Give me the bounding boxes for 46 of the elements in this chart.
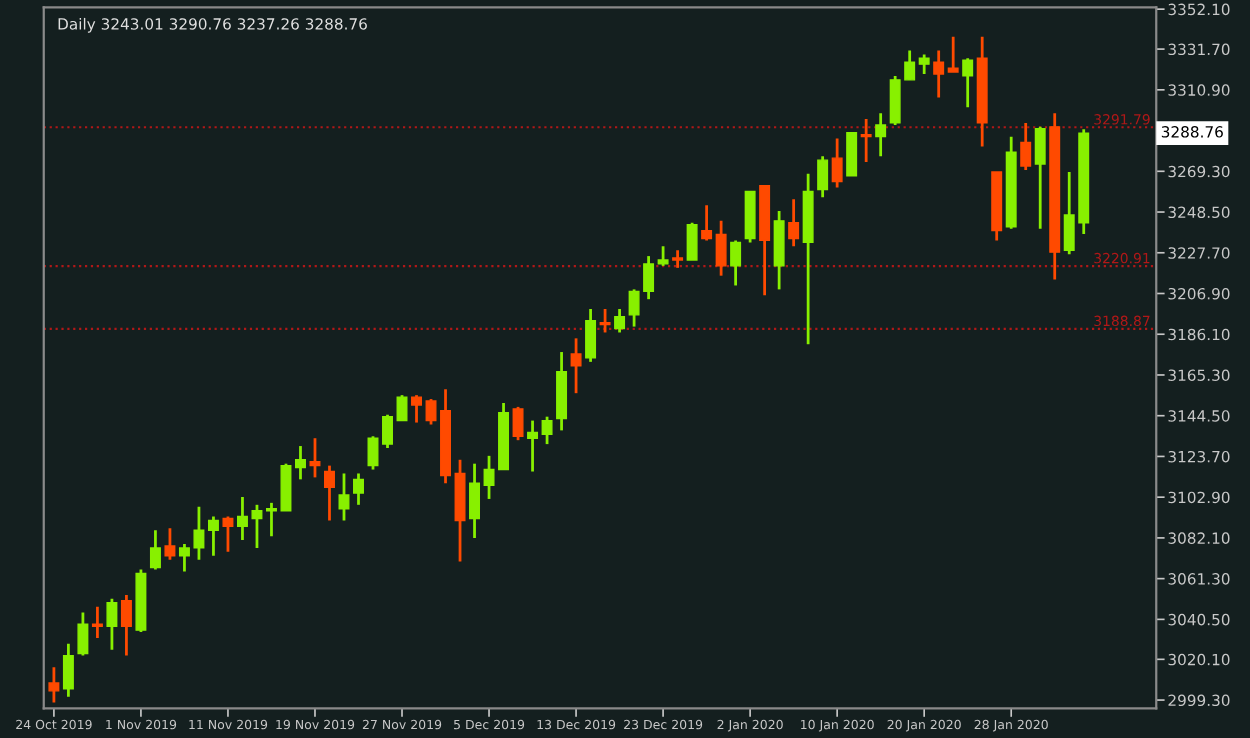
- candlestick: [338, 472, 350, 522]
- candlestick: [541, 415, 553, 446]
- candlestick: [512, 405, 524, 442]
- candlestick: [947, 35, 959, 74]
- candlestick: [91, 605, 103, 640]
- candlestick: [1020, 121, 1032, 172]
- candlestick: [1034, 125, 1046, 231]
- candlestick: [556, 350, 568, 432]
- candlestick: [149, 528, 161, 571]
- candlestick: [396, 393, 408, 422]
- candlestick: [744, 190, 756, 244]
- candlestick: [382, 413, 393, 450]
- candlestick: [918, 52, 930, 76]
- candlestick: [324, 464, 335, 522]
- candlestick: [353, 472, 364, 507]
- candlestick: [570, 336, 582, 395]
- candlestick: [701, 203, 713, 242]
- candlestick: [817, 154, 829, 199]
- candlestick: [294, 444, 306, 481]
- candlestick: [846, 132, 858, 177]
- candlestick: [469, 462, 481, 540]
- candlestick: [962, 56, 974, 109]
- candlestick: [585, 307, 597, 364]
- candlestick: [715, 219, 727, 278]
- candlestick: [831, 137, 843, 189]
- candlestick: [207, 515, 219, 558]
- candlestick: [657, 244, 669, 268]
- candlestick: [106, 597, 118, 652]
- candlestick: [599, 307, 611, 334]
- candlestick: [77, 611, 89, 657]
- candlestick: [788, 197, 800, 248]
- candlestick: [527, 419, 539, 473]
- candlestick: [773, 209, 785, 291]
- candlestick: [933, 49, 945, 99]
- candlestick: [860, 117, 872, 164]
- candlestick: [875, 111, 887, 158]
- candlestick: [411, 393, 422, 424]
- candlestick: [730, 239, 742, 287]
- candlestick: [686, 221, 698, 262]
- candlestick: [454, 458, 466, 563]
- candlestick: [120, 593, 132, 657]
- candlestick: [164, 526, 176, 562]
- candlestick: [62, 642, 74, 699]
- candlestick: [48, 665, 60, 704]
- candlestick: [222, 515, 234, 554]
- candlestick: [614, 307, 626, 334]
